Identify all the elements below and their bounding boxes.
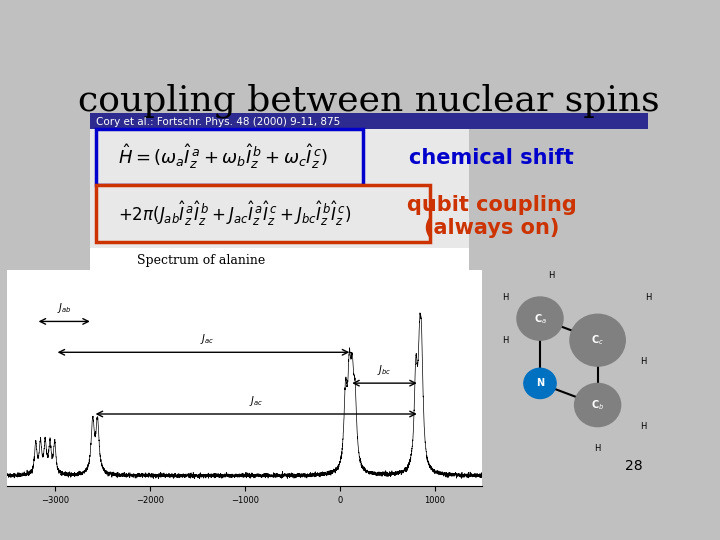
Text: H: H (645, 293, 652, 301)
Text: Vorlesung  Quantum Computing  SS '08: Vorlesung Quantum Computing SS '08 (96, 461, 316, 471)
Circle shape (575, 383, 621, 427)
Circle shape (570, 314, 625, 366)
Circle shape (492, 285, 518, 309)
Text: N: N (536, 379, 544, 388)
FancyBboxPatch shape (96, 185, 431, 241)
Text: C$_a$: C$_a$ (534, 312, 546, 326)
Text: $\hat{H} = (\omega_a\hat{I}_z^{\,a} + \omega_b\hat{I}_z^{\,b} + \omega_c\hat{I}_: $\hat{H} = (\omega_a\hat{I}_z^{\,a} + \o… (118, 142, 328, 171)
Text: $J_{ac}$: $J_{ac}$ (199, 332, 214, 346)
FancyBboxPatch shape (90, 248, 469, 446)
Text: H: H (503, 336, 508, 345)
Text: H: H (549, 271, 554, 280)
Text: H: H (641, 422, 647, 431)
Text: $C_a$: $C_a$ (276, 427, 294, 443)
Circle shape (517, 297, 563, 340)
Text: H: H (641, 357, 647, 366)
Text: $J_{bc}$: $J_{bc}$ (377, 363, 392, 377)
Circle shape (539, 264, 564, 287)
Text: coupling between nuclear spins: coupling between nuclear spins (78, 84, 660, 118)
Circle shape (524, 368, 556, 399)
Text: 28: 28 (625, 459, 642, 473)
Text: Spectrum of alanine: Spectrum of alanine (138, 254, 266, 267)
FancyBboxPatch shape (90, 451, 648, 481)
Circle shape (636, 285, 661, 309)
Circle shape (585, 436, 611, 460)
Text: C$_c$: C$_c$ (591, 333, 604, 347)
Text: $C_c$: $C_c$ (372, 427, 389, 443)
Text: $J_{ab}$: $J_{ab}$ (57, 301, 71, 315)
Text: $J_{ac}$: $J_{ac}$ (249, 394, 264, 408)
FancyBboxPatch shape (90, 113, 648, 129)
Text: $+ 2\pi(J_{ab}\hat{I}_z^{\,a}\hat{I}_z^{\,b} + J_{ac}\hat{I}_z^{\,a}\hat{I}_z^{\: $+ 2\pi(J_{ab}\hat{I}_z^{\,a}\hat{I}_z^{… (118, 199, 351, 227)
Circle shape (492, 328, 518, 352)
Text: $C_b$: $C_b$ (114, 427, 132, 443)
FancyBboxPatch shape (96, 129, 364, 185)
Circle shape (631, 350, 657, 374)
Text: Cory et al.: Fortschr. Phys. 48 (2000) 9-11, 875: Cory et al.: Fortschr. Phys. 48 (2000) 9… (96, 117, 340, 127)
Text: qubit coupling
(always on): qubit coupling (always on) (407, 195, 577, 238)
Text: H: H (503, 293, 508, 301)
FancyBboxPatch shape (90, 129, 469, 248)
Text: C$_b$: C$_b$ (591, 398, 604, 412)
Circle shape (631, 415, 657, 438)
Text: H: H (595, 444, 600, 453)
Text: chemical shift: chemical shift (410, 148, 574, 168)
